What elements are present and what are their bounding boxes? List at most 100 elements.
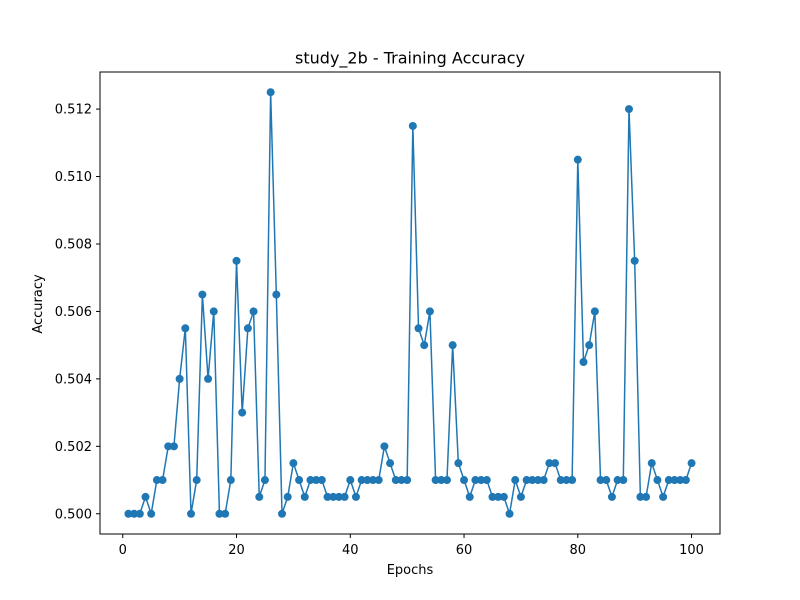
data-point: [130, 509, 139, 518]
data-point: [522, 476, 531, 485]
data-point: [386, 459, 395, 468]
chart-title: study_2b - Training Accuracy: [295, 49, 525, 69]
data-point: [289, 459, 298, 468]
data-point: [596, 476, 605, 485]
data-point: [681, 476, 690, 485]
data-point: [266, 88, 275, 97]
data-point: [141, 492, 150, 501]
data-point: [471, 476, 480, 485]
data-point: [420, 341, 429, 350]
data-point: [442, 476, 451, 485]
data-point: [369, 476, 378, 485]
data-point: [454, 459, 463, 468]
data-point: [539, 476, 548, 485]
data-point: [249, 307, 258, 316]
data-point: [181, 324, 190, 333]
data-point: [647, 459, 656, 468]
x-axis-label: Epochs: [387, 563, 434, 578]
data-point: [147, 509, 156, 518]
y-tick-label: 0.510: [55, 170, 92, 185]
data-point: [226, 476, 235, 485]
data-point: [659, 492, 668, 501]
data-point: [425, 307, 434, 316]
data-point: [204, 374, 213, 383]
data-point: [232, 256, 241, 265]
data-point: [351, 492, 360, 501]
x-tick-label: 100: [679, 543, 704, 558]
data-point: [590, 307, 599, 316]
data-point: [374, 476, 383, 485]
data-point: [607, 492, 616, 501]
data-point: [602, 476, 611, 485]
data-point: [551, 459, 560, 468]
x-tick-label: 20: [228, 543, 245, 558]
data-point: [221, 509, 230, 518]
axes-frame: [99, 71, 721, 535]
data-point: [260, 476, 269, 485]
data-point: [169, 442, 178, 451]
data-point: [403, 476, 412, 485]
data-point: [505, 509, 514, 518]
data-point: [391, 476, 400, 485]
data-point: [624, 105, 633, 114]
data-point: [653, 476, 662, 485]
data-point: [255, 492, 264, 501]
x-tick-label: 40: [342, 543, 359, 558]
data-point: [533, 476, 542, 485]
data-point: [573, 155, 582, 164]
data-point: [437, 476, 446, 485]
x-tick-label: 60: [456, 543, 473, 558]
data-point: [363, 476, 372, 485]
data-point: [340, 492, 349, 501]
y-tick-label: 0.512: [55, 103, 92, 118]
data-point: [687, 459, 696, 468]
data-point: [317, 476, 326, 485]
data-point: [562, 476, 571, 485]
data-point: [175, 374, 184, 383]
data-point: [198, 290, 207, 299]
data-point: [346, 476, 355, 485]
data-point: [465, 492, 474, 501]
data-point: [408, 121, 417, 130]
data-point: [431, 476, 440, 485]
data-point: [272, 290, 281, 299]
data-point: [619, 476, 628, 485]
data-point: [357, 476, 366, 485]
data-point: [448, 341, 457, 350]
data-point: [477, 476, 486, 485]
data-point: [516, 492, 525, 501]
y-axis-label: Accuracy: [31, 274, 46, 334]
y-tick-label: 0.502: [55, 440, 92, 455]
y-tick-label: 0.508: [55, 237, 92, 252]
data-point: [499, 492, 508, 501]
data-point: [312, 476, 321, 485]
data-point: [488, 492, 497, 501]
data-point: [613, 476, 622, 485]
data-point: [164, 442, 173, 451]
data-point: [334, 492, 343, 501]
data-point: [397, 476, 406, 485]
data-point: [460, 476, 469, 485]
data-point: [278, 509, 287, 518]
data-point: [664, 476, 673, 485]
data-point: [323, 492, 332, 501]
data-point: [380, 442, 389, 451]
data-point: [630, 256, 639, 265]
data-point: [124, 509, 133, 518]
y-tick-label: 0.504: [55, 372, 92, 387]
data-point: [243, 324, 252, 333]
plot-area: 0 20 40 60 80 100 0.500 0.502 0.504 0.506 0.508 0.5…: [55, 71, 721, 558]
data-point: [636, 492, 645, 501]
data-point: [152, 476, 161, 485]
data-point: [670, 476, 679, 485]
data-point: [579, 358, 588, 367]
data-point: [158, 476, 167, 485]
data-point: [414, 324, 423, 333]
data-point: [192, 476, 201, 485]
data-point: [329, 492, 338, 501]
data-point: [215, 509, 224, 518]
data-point: [568, 476, 577, 485]
data-point: [187, 509, 196, 518]
y-tick-label: 0.500: [55, 507, 92, 522]
